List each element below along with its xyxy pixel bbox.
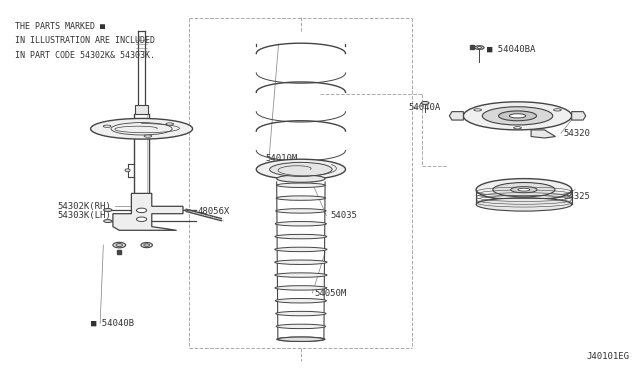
Ellipse shape <box>136 208 147 212</box>
Text: ■ 54040B: ■ 54040B <box>91 319 134 328</box>
Ellipse shape <box>276 196 326 200</box>
Text: J40101EG: J40101EG <box>586 352 629 361</box>
Text: 48056X: 48056X <box>198 206 230 216</box>
Ellipse shape <box>275 286 327 290</box>
Ellipse shape <box>276 183 325 187</box>
Ellipse shape <box>104 209 112 211</box>
Ellipse shape <box>166 123 173 125</box>
Ellipse shape <box>477 46 481 48</box>
Ellipse shape <box>476 179 572 201</box>
Text: IN ILLUSTRATION ARE INCLUDED: IN ILLUSTRATION ARE INCLUDED <box>15 36 156 45</box>
Ellipse shape <box>275 298 326 303</box>
Ellipse shape <box>554 109 561 111</box>
Text: 54040A: 54040A <box>408 103 440 112</box>
Ellipse shape <box>116 244 122 247</box>
Text: 54035: 54035 <box>331 211 358 220</box>
Ellipse shape <box>276 311 326 316</box>
Text: 54325: 54325 <box>563 192 590 201</box>
Text: 54303K(LH): 54303K(LH) <box>58 211 111 220</box>
FancyBboxPatch shape <box>135 105 148 114</box>
Text: 54010M: 54010M <box>266 154 298 163</box>
Ellipse shape <box>276 175 325 182</box>
Text: 54050M: 54050M <box>315 289 347 298</box>
Ellipse shape <box>474 46 484 49</box>
Ellipse shape <box>113 242 125 248</box>
Ellipse shape <box>499 111 536 121</box>
Ellipse shape <box>275 247 327 251</box>
Polygon shape <box>113 193 183 230</box>
Ellipse shape <box>144 244 150 246</box>
Ellipse shape <box>463 102 572 130</box>
Polygon shape <box>449 112 463 120</box>
Ellipse shape <box>125 169 130 172</box>
Polygon shape <box>531 130 556 138</box>
Text: IN PART CODE 54302K& 54303K.: IN PART CODE 54302K& 54303K. <box>15 51 156 60</box>
Ellipse shape <box>278 337 324 341</box>
Ellipse shape <box>493 183 555 197</box>
Ellipse shape <box>514 126 522 129</box>
Ellipse shape <box>275 234 327 239</box>
Ellipse shape <box>103 125 111 127</box>
Ellipse shape <box>141 243 152 248</box>
Ellipse shape <box>256 159 346 180</box>
Ellipse shape <box>518 188 530 191</box>
Ellipse shape <box>269 162 332 176</box>
Ellipse shape <box>276 324 326 328</box>
Text: 54302K(RH): 54302K(RH) <box>58 202 111 211</box>
Ellipse shape <box>136 217 147 221</box>
Ellipse shape <box>104 219 112 222</box>
Ellipse shape <box>144 135 152 137</box>
Ellipse shape <box>91 118 193 139</box>
Ellipse shape <box>421 102 429 105</box>
Text: 54320: 54320 <box>563 129 590 138</box>
Ellipse shape <box>476 198 572 211</box>
Text: THE PARTS MARKED ■: THE PARTS MARKED ■ <box>15 22 106 31</box>
Ellipse shape <box>474 109 481 111</box>
Ellipse shape <box>275 222 326 226</box>
Text: ■ 54040BA: ■ 54040BA <box>487 45 535 54</box>
Ellipse shape <box>509 114 525 118</box>
Ellipse shape <box>276 209 326 213</box>
Polygon shape <box>572 112 586 120</box>
Ellipse shape <box>483 107 553 125</box>
Ellipse shape <box>511 187 537 193</box>
Ellipse shape <box>276 337 325 341</box>
Ellipse shape <box>275 260 327 264</box>
Ellipse shape <box>275 273 327 277</box>
